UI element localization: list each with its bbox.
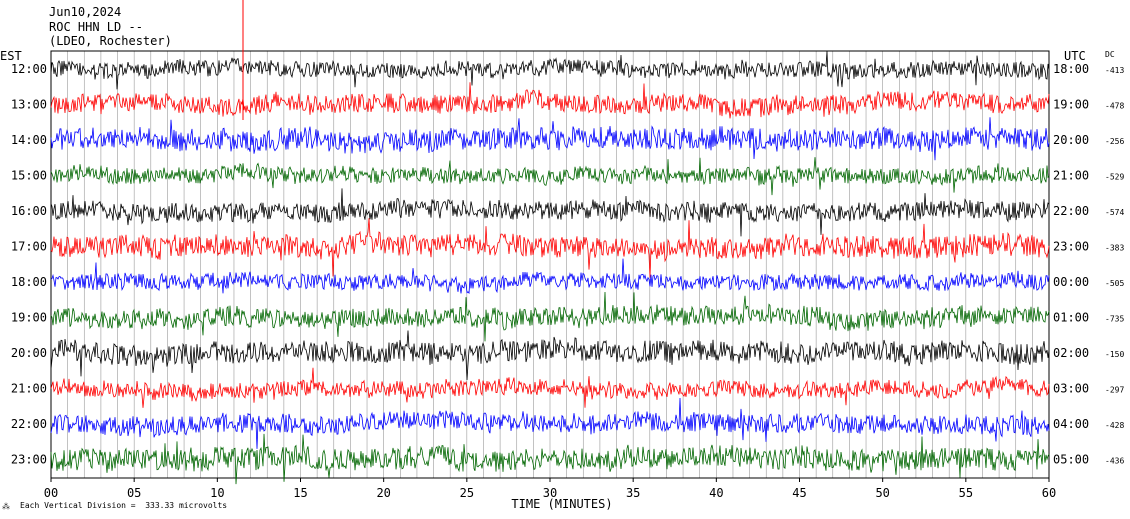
- x-tick-label: 45: [792, 486, 806, 500]
- vertical-division-note: Each Vertical Division = 333.33 microvol…: [20, 501, 228, 510]
- utc-hour-label: 00:00: [1053, 275, 1089, 289]
- est-axis-label: EST: [0, 49, 22, 63]
- est-hour-label: 14:00: [11, 133, 47, 147]
- est-hour-label: 13:00: [11, 98, 47, 112]
- dc-offset-label: -735: [1105, 315, 1124, 324]
- trace-2300: [50, 433, 1050, 485]
- chart-station: ROC HHN LD --: [49, 20, 143, 34]
- utc-hour-label: 03:00: [1053, 382, 1089, 396]
- utc-hour-label: 19:00: [1053, 98, 1089, 112]
- trace-1400: [50, 117, 1050, 161]
- x-tick-label: 20: [376, 486, 390, 500]
- trace-1500: [50, 157, 1050, 196]
- x-axis-title: TIME (MINUTES): [511, 497, 612, 511]
- dc-offset-label: -413: [1105, 66, 1124, 75]
- x-tick-label: 30: [543, 486, 557, 500]
- trace-2200: [50, 397, 1050, 449]
- dc-offset-label: -150: [1105, 350, 1124, 359]
- utc-hour-label: 02:00: [1053, 346, 1089, 360]
- dc-offset-label: -383: [1105, 244, 1124, 253]
- utc-hour-label: 01:00: [1053, 311, 1089, 325]
- utc-hour-label: 23:00: [1053, 240, 1089, 254]
- trace-2000: [50, 330, 1050, 381]
- x-tick-label: 50: [875, 486, 889, 500]
- est-hour-label: 22:00: [11, 417, 47, 431]
- trace-1800: [50, 258, 1050, 295]
- est-hour-label: 17:00: [11, 240, 47, 254]
- utc-hour-label: 21:00: [1053, 169, 1089, 183]
- est-hour-label: 18:00: [11, 275, 47, 289]
- utc-hour-label: 04:00: [1053, 417, 1089, 431]
- dc-offset-label: -297: [1105, 386, 1124, 395]
- footer-logo-mark: ⁂: [2, 502, 10, 511]
- dc-offset-label: -436: [1105, 457, 1124, 466]
- est-hour-label: 12:00: [11, 62, 47, 76]
- x-tick-label: 00: [44, 486, 58, 500]
- utc-hour-label: 20:00: [1053, 133, 1089, 147]
- est-hour-label: 16:00: [11, 204, 47, 218]
- est-hour-label: 23:00: [11, 453, 47, 467]
- dc-offset-label: -256: [1105, 137, 1124, 146]
- est-hour-label: 19:00: [11, 311, 47, 325]
- x-tick-label: 25: [460, 486, 474, 500]
- chart-date: Jun10,2024: [49, 5, 122, 19]
- utc-hour-label: 22:00: [1053, 204, 1089, 218]
- dc-offset-label: -574: [1105, 208, 1124, 217]
- x-tick-label: 35: [626, 486, 640, 500]
- est-hour-label: 20:00: [11, 346, 47, 360]
- utc-hour-label: 05:00: [1053, 453, 1089, 467]
- est-hour-label: 15:00: [11, 169, 47, 183]
- x-tick-label: 55: [959, 486, 973, 500]
- x-tick-label: 10: [210, 486, 224, 500]
- trace-1700: [50, 218, 1050, 278]
- x-tick-label: 60: [1042, 486, 1056, 500]
- utc-hour-label: 18:00: [1053, 62, 1089, 76]
- dc-offset-label: -428: [1105, 421, 1124, 430]
- dc-offset-label: -478: [1105, 102, 1124, 111]
- x-tick-label: 15: [293, 486, 307, 500]
- est-hour-label: 21:00: [11, 382, 47, 396]
- dc-offset-label: -505: [1105, 279, 1124, 288]
- utc-axis-label: UTC: [1064, 49, 1086, 63]
- trace-2100: [50, 367, 1050, 408]
- trace-1900: [50, 291, 1050, 342]
- x-tick-label: 40: [709, 486, 723, 500]
- trace-1300: [50, 82, 1050, 119]
- chart-network: (LDEO, Rochester): [49, 34, 172, 48]
- trace-1600: [50, 188, 1050, 237]
- dc-offset-label: -529: [1105, 173, 1124, 182]
- x-tick-label: 05: [127, 486, 141, 500]
- trace-1200: [50, 51, 1050, 90]
- dc-column-label: DC: [1105, 50, 1115, 59]
